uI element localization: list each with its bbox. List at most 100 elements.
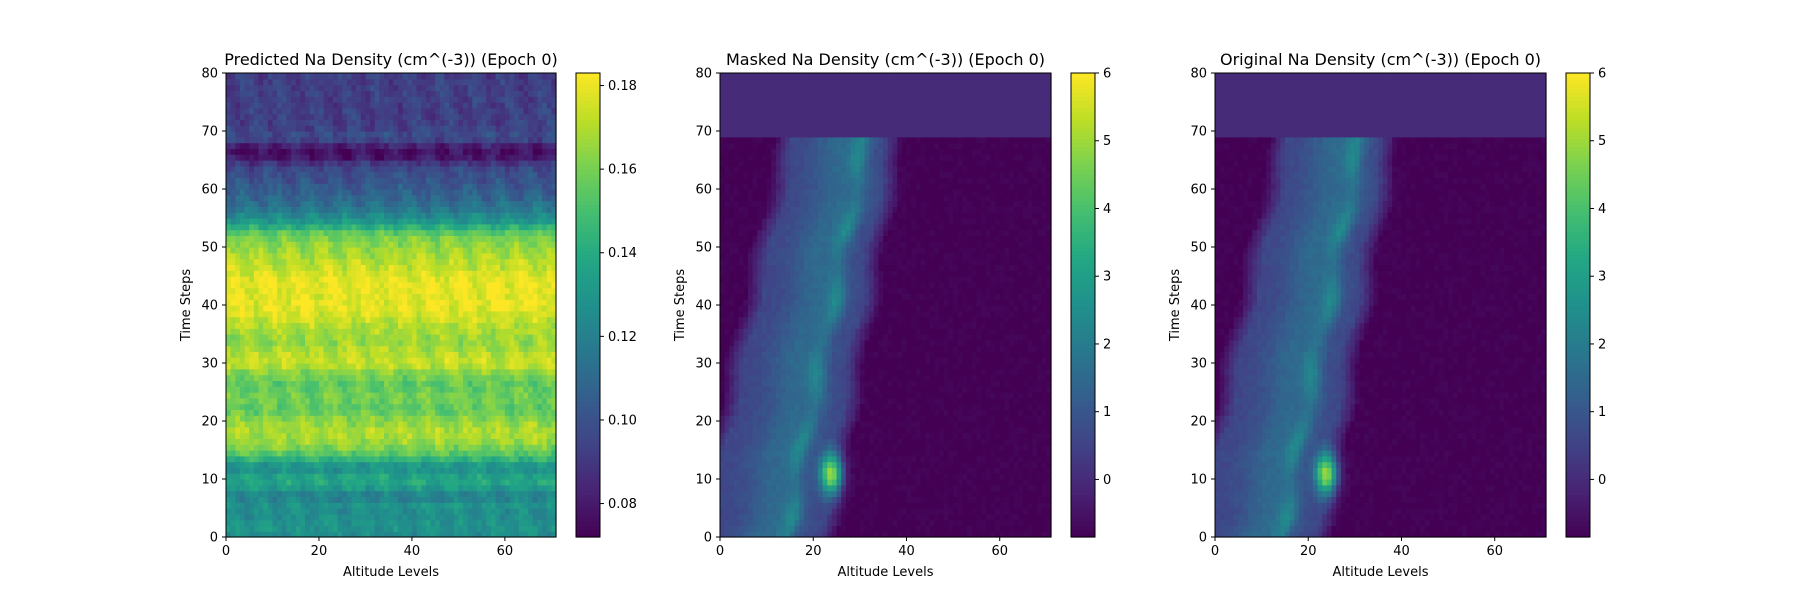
- heatmap-cell: [398, 450, 403, 456]
- heatmap-cell: [259, 421, 264, 427]
- heatmap-cell: [268, 177, 273, 183]
- heatmap-cell: [477, 514, 482, 520]
- heatmap-cell: [263, 514, 268, 520]
- heatmap-cell: [403, 183, 408, 189]
- heatmap-cell: [426, 380, 431, 386]
- heatmap-cell: [282, 328, 287, 334]
- heatmap-cell: [421, 409, 426, 415]
- heatmap-cell: [277, 514, 282, 520]
- heatmap-cell: [263, 218, 268, 224]
- heatmap-cell: [268, 270, 273, 276]
- heatmap-cell: [435, 253, 440, 259]
- heatmap-cell: [286, 212, 291, 218]
- heatmap-cell: [537, 380, 542, 386]
- heatmap-cell: [496, 398, 501, 404]
- heatmap-cell: [468, 427, 473, 433]
- heatmap-cell: [310, 299, 315, 305]
- heatmap-cell: [300, 125, 305, 131]
- heatmap-cell: [324, 462, 329, 468]
- heatmap-cell: [379, 259, 384, 265]
- heatmap-cell: [482, 369, 487, 375]
- heatmap-cell: [468, 235, 473, 241]
- heatmap-cell: [468, 328, 473, 334]
- heatmap-cell: [431, 247, 436, 253]
- heatmap-cell: [533, 508, 538, 514]
- heatmap-cell: [314, 288, 319, 294]
- heatmap-cell: [458, 363, 463, 369]
- heatmap-cell: [240, 508, 245, 514]
- heatmap-cell: [268, 514, 273, 520]
- heatmap-cell: [491, 195, 496, 201]
- heatmap-cell: [379, 456, 384, 462]
- heatmap-cell: [426, 450, 431, 456]
- heatmap-cell: [537, 230, 542, 236]
- heatmap-cell: [282, 201, 287, 207]
- heatmap-cell: [314, 427, 319, 433]
- heatmap-cell: [426, 230, 431, 236]
- heatmap-cell: [463, 177, 468, 183]
- heatmap-cell: [375, 525, 380, 531]
- heatmap-cell: [500, 369, 505, 375]
- heatmap-cell: [407, 230, 412, 236]
- heatmap-cell: [514, 404, 519, 410]
- heatmap-cell: [398, 276, 403, 282]
- heatmap-cell: [319, 206, 324, 212]
- heatmap-cell: [472, 172, 477, 178]
- heatmap-cell: [356, 172, 361, 178]
- heatmap-cell: [431, 369, 436, 375]
- heatmap-cell: [291, 496, 296, 502]
- heatmap-cell: [412, 450, 417, 456]
- heatmap-cell: [324, 357, 329, 363]
- heatmap-cell: [505, 177, 510, 183]
- heatmap-cell: [263, 334, 268, 340]
- heatmap-cell: [347, 137, 352, 143]
- heatmap-cell: [310, 143, 315, 149]
- heatmap-cell: [305, 218, 310, 224]
- heatmap-cell: [300, 154, 305, 160]
- heatmap-cell: [226, 491, 231, 497]
- heatmap-cell: [426, 421, 431, 427]
- heatmap-cell: [482, 206, 487, 212]
- heatmap-cell: [491, 462, 496, 468]
- heatmap-cell: [384, 357, 389, 363]
- heatmap-cell: [417, 282, 422, 288]
- heatmap-cell: [291, 334, 296, 340]
- heatmap-cell: [365, 467, 370, 473]
- heatmap-cell: [314, 317, 319, 323]
- heatmap-cell: [454, 415, 459, 421]
- heatmap-cell: [310, 305, 315, 311]
- heatmap-cell: [268, 125, 273, 131]
- heatmap-cell: [435, 375, 440, 381]
- heatmap-cell: [393, 409, 398, 415]
- heatmap-cell: [375, 224, 380, 230]
- heatmap-cell: [384, 386, 389, 392]
- heatmap-cell: [463, 496, 468, 502]
- heatmap-cell: [449, 462, 454, 468]
- heatmap-cell: [444, 334, 449, 340]
- heatmap-cell: [240, 433, 245, 439]
- heatmap-cell: [519, 270, 524, 276]
- heatmap-cell: [477, 276, 482, 282]
- heatmap-cell: [472, 317, 477, 323]
- heatmap-cell: [305, 444, 310, 450]
- heatmap-cell: [547, 409, 552, 415]
- heatmap-cell: [319, 346, 324, 352]
- heatmap-cell: [519, 398, 524, 404]
- heatmap-cell: [463, 195, 468, 201]
- heatmap-cell: [324, 137, 329, 143]
- heatmap-cell: [231, 404, 236, 410]
- heatmap-cell: [361, 415, 366, 421]
- heatmap-cell: [268, 311, 273, 317]
- heatmap-cell: [500, 322, 505, 328]
- heatmap-cell: [444, 322, 449, 328]
- heatmap-cell: [356, 485, 361, 491]
- heatmap-cell: [286, 264, 291, 270]
- heatmap-cell: [356, 206, 361, 212]
- heatmap-cell: [356, 148, 361, 154]
- heatmap-cell: [338, 444, 343, 450]
- heatmap-cell: [412, 148, 417, 154]
- heatmap-cell: [272, 183, 277, 189]
- heatmap-cell: [272, 317, 277, 323]
- heatmap-cell: [333, 369, 338, 375]
- heatmap-cell: [231, 328, 236, 334]
